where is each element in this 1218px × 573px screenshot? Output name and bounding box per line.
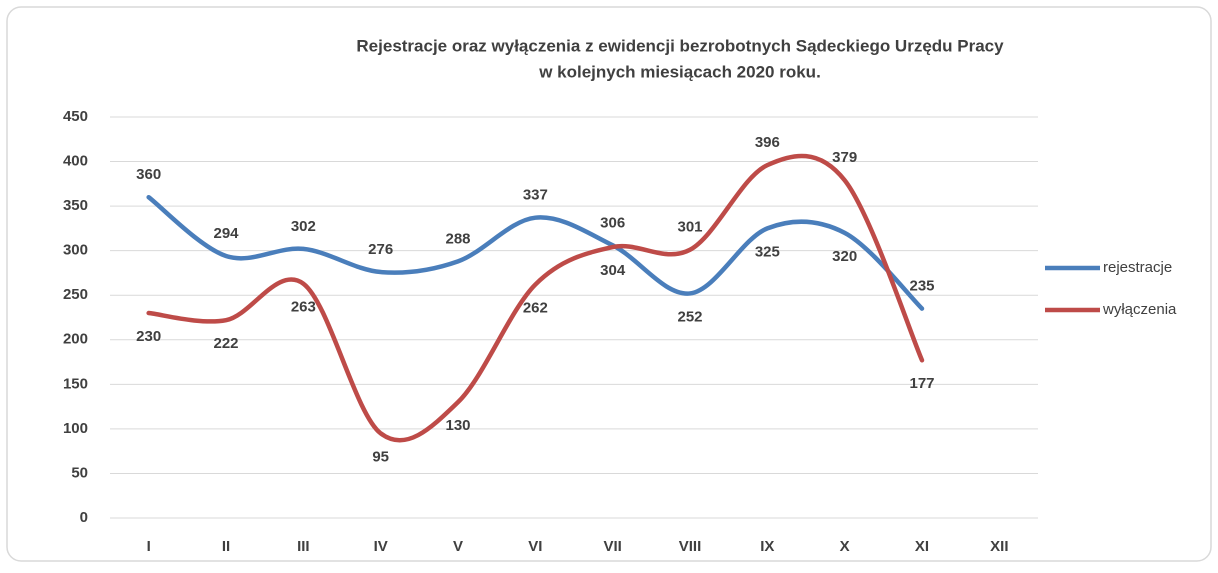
data-label: 288 <box>445 230 470 247</box>
data-label: 130 <box>445 417 470 434</box>
y-tick-label: 150 <box>63 375 88 392</box>
data-label: 177 <box>909 375 934 392</box>
frame <box>6 6 1212 562</box>
data-label: 222 <box>213 335 238 352</box>
y-tick-label: 350 <box>63 197 88 214</box>
y-tick-label: 200 <box>63 331 88 348</box>
data-label: 301 <box>677 219 702 236</box>
data-label: 95 <box>372 448 389 465</box>
x-tick-label: IX <box>760 538 774 555</box>
y-tick-label: 400 <box>63 153 88 170</box>
x-tick-label: VII <box>603 538 621 555</box>
x-tick-label: IV <box>374 538 388 555</box>
data-label: 304 <box>600 262 626 279</box>
legend-label: rejestracje <box>1103 259 1172 276</box>
x-tick-label: V <box>453 538 463 555</box>
chart-title: w kolejnych miesiącach 2020 roku. <box>538 62 821 81</box>
y-tick-label: 300 <box>63 242 88 259</box>
data-label: 306 <box>600 214 625 231</box>
data-label: 262 <box>523 299 548 316</box>
x-tick-label: VI <box>528 538 542 555</box>
legend-label: wyłączenia <box>1102 301 1177 318</box>
y-tick-label: 250 <box>63 286 88 303</box>
data-label: 235 <box>909 278 934 295</box>
y-tick-label: 100 <box>63 420 88 437</box>
y-tick-label: 0 <box>80 509 88 526</box>
y-tick-label: 50 <box>71 464 88 481</box>
data-label: 396 <box>755 134 780 151</box>
x-tick-label: X <box>840 538 850 555</box>
y-tick-label: 450 <box>63 108 88 125</box>
chart-title: Rejestracje oraz wyłączenia z ewidencji … <box>356 36 1004 55</box>
line-series <box>146 153 925 443</box>
x-tick-label: III <box>297 538 310 555</box>
data-label: 263 <box>291 299 316 316</box>
x-tick-label: I <box>147 538 151 555</box>
x-tick-label: VIII <box>679 538 702 555</box>
data-label: 325 <box>755 243 780 260</box>
data-label: 294 <box>213 225 239 242</box>
data-label: 252 <box>677 308 702 325</box>
data-label: 360 <box>136 166 161 183</box>
x-tick-label: XI <box>915 538 929 555</box>
x-tick-label: II <box>222 538 230 555</box>
data-label: 320 <box>832 248 857 265</box>
data-label: 337 <box>523 187 548 204</box>
x-tick-label: XII <box>990 538 1008 555</box>
data-label: 230 <box>136 328 161 345</box>
data-label: 379 <box>832 149 857 166</box>
data-label: 302 <box>291 218 316 235</box>
line-series <box>146 194 925 311</box>
data-label: 276 <box>368 241 393 258</box>
